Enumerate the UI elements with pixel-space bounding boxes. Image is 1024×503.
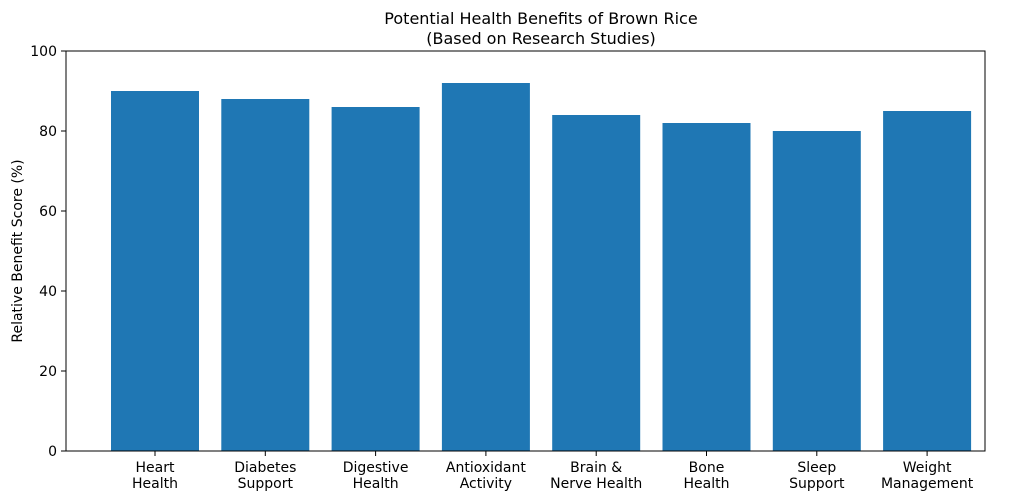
bar-1 bbox=[221, 99, 310, 451]
bar-0 bbox=[111, 91, 199, 451]
bar-7 bbox=[883, 111, 972, 451]
bar-4 bbox=[552, 115, 641, 451]
x-tick-label-2-line-0: Digestive bbox=[343, 460, 409, 476]
plot-area-frame bbox=[65, 50, 986, 452]
y-tick-label-3: 60 bbox=[39, 204, 57, 220]
bar-5 bbox=[662, 123, 751, 451]
y-axis-ticks: 0 20 40 60 80 100 bbox=[30, 44, 66, 460]
bars bbox=[111, 83, 972, 451]
bar-3 bbox=[441, 83, 530, 451]
x-tick-label-0-line-0: Heart bbox=[136, 460, 175, 476]
y-tick-label-0: 0 bbox=[48, 444, 57, 460]
x-tick-label-5-line-0: Bone bbox=[689, 460, 725, 476]
chart-title-line-2: (Based on Research Studies) bbox=[426, 29, 656, 48]
x-tick-label-7-line-1: Management bbox=[881, 476, 974, 492]
x-tick-label-4-line-0: Brain & bbox=[570, 460, 622, 476]
x-tick-label-7-line-0: Weight bbox=[903, 460, 952, 476]
y-tick-label-5: 100 bbox=[30, 44, 57, 60]
chart-title-line-1: Potential Health Benefits of Brown Rice bbox=[384, 9, 697, 28]
y-tick-label-2: 40 bbox=[39, 284, 57, 300]
x-tick-label-2-line-1: Health bbox=[353, 476, 399, 492]
y-tick-label-1: 20 bbox=[39, 364, 57, 380]
x-tick-label-4-line-1: Nerve Health bbox=[550, 476, 642, 492]
bar-2 bbox=[331, 107, 420, 451]
x-tick-label-6-line-0: Sleep bbox=[797, 460, 836, 476]
y-tick-label-4: 80 bbox=[39, 124, 57, 140]
bar-6 bbox=[772, 131, 861, 451]
x-tick-label-3-line-1: Activity bbox=[460, 476, 512, 492]
x-tick-label-1-line-0: Diabetes bbox=[234, 460, 296, 476]
x-axis-ticks: HeartHealthDiabetesSupportDigestiveHealt… bbox=[132, 451, 974, 492]
chart-title: Potential Health Benefits of Brown Rice … bbox=[384, 9, 697, 48]
x-tick-label-1-line-1: Support bbox=[238, 476, 294, 492]
x-tick-label-3-line-0: Antioxidant bbox=[446, 460, 526, 476]
x-tick-label-0-line-1: Health bbox=[132, 476, 178, 492]
x-tick-label-5-line-1: Health bbox=[684, 476, 730, 492]
x-tick-label-6-line-1: Support bbox=[789, 476, 845, 492]
y-axis-label: Relative Benefit Score (%) bbox=[10, 159, 26, 342]
